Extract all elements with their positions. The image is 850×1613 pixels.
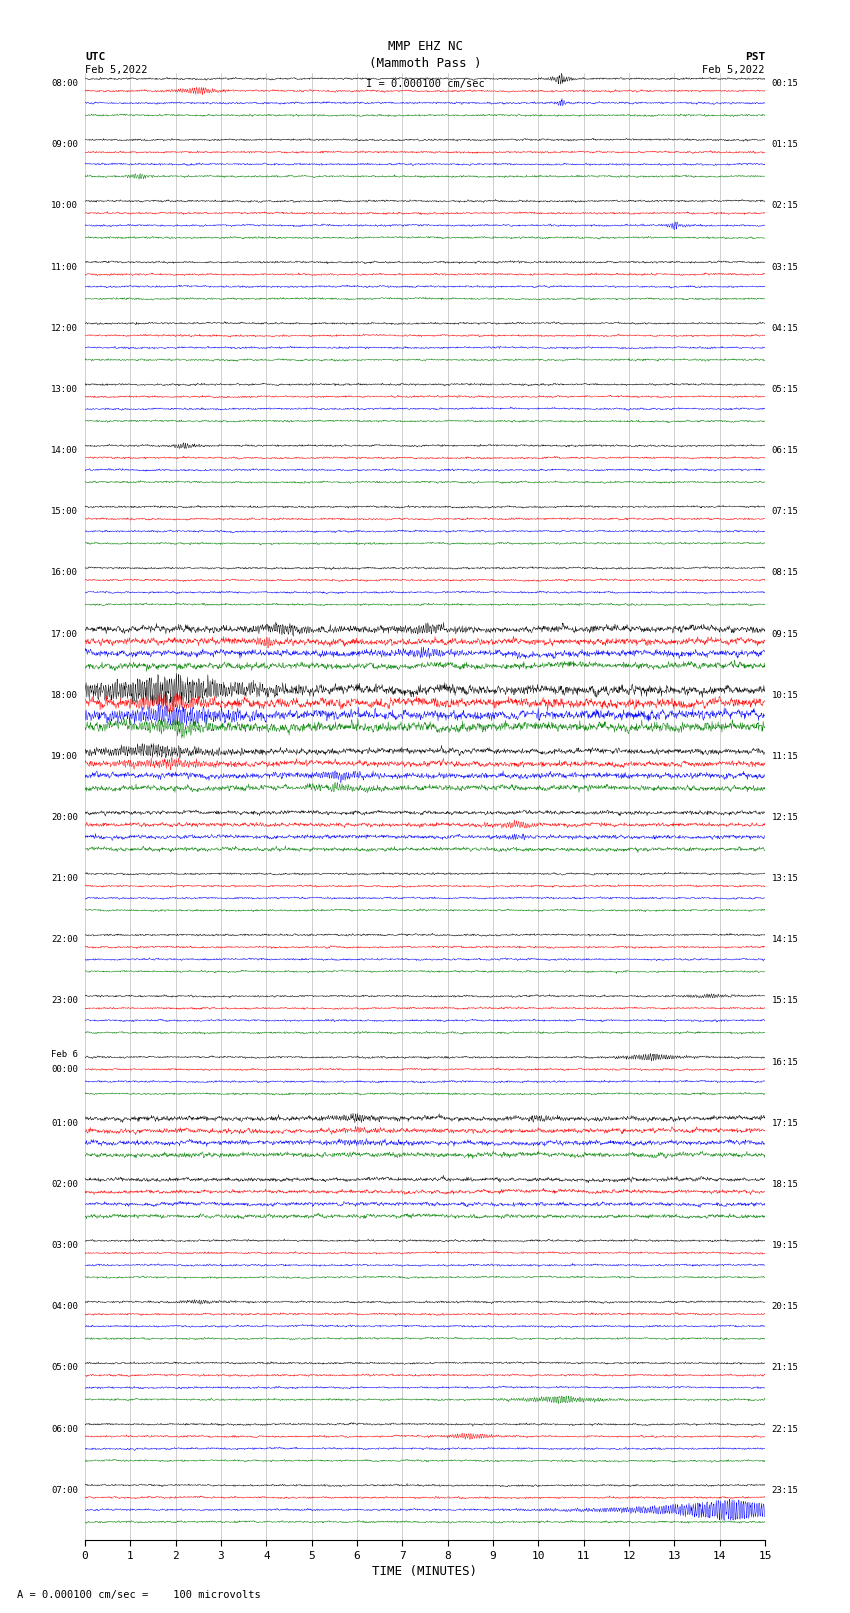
Text: 20:00: 20:00 — [51, 813, 78, 823]
Text: 08:15: 08:15 — [772, 568, 799, 577]
Text: 13:15: 13:15 — [772, 874, 799, 884]
Text: 18:00: 18:00 — [51, 690, 78, 700]
Text: 20:15: 20:15 — [772, 1302, 799, 1311]
Text: 13:00: 13:00 — [51, 386, 78, 394]
Text: 15:00: 15:00 — [51, 506, 78, 516]
Text: 06:15: 06:15 — [772, 447, 799, 455]
Text: 04:15: 04:15 — [772, 324, 799, 332]
Text: Feb 6: Feb 6 — [51, 1050, 78, 1060]
Text: 00:15: 00:15 — [772, 79, 799, 89]
Text: 11:00: 11:00 — [51, 263, 78, 271]
Title: MMP EHZ NC
(Mammoth Pass ): MMP EHZ NC (Mammoth Pass ) — [369, 40, 481, 69]
Text: 09:00: 09:00 — [51, 140, 78, 150]
Text: 16:15: 16:15 — [772, 1058, 799, 1066]
Text: 01:15: 01:15 — [772, 140, 799, 150]
Text: 22:15: 22:15 — [772, 1424, 799, 1434]
Text: 00:00: 00:00 — [51, 1065, 78, 1074]
Text: 19:15: 19:15 — [772, 1240, 799, 1250]
Text: 14:15: 14:15 — [772, 936, 799, 944]
Text: 11:15: 11:15 — [772, 752, 799, 761]
Text: 10:15: 10:15 — [772, 690, 799, 700]
Text: 15:15: 15:15 — [772, 997, 799, 1005]
Text: 07:15: 07:15 — [772, 506, 799, 516]
Text: Feb 5,2022: Feb 5,2022 — [702, 65, 765, 74]
Text: 10:00: 10:00 — [51, 202, 78, 210]
Text: 17:15: 17:15 — [772, 1119, 799, 1127]
Text: 05:15: 05:15 — [772, 386, 799, 394]
Text: 05:00: 05:00 — [51, 1363, 78, 1373]
Text: 18:15: 18:15 — [772, 1181, 799, 1189]
Text: 07:00: 07:00 — [51, 1486, 78, 1495]
Text: 19:00: 19:00 — [51, 752, 78, 761]
Text: 21:15: 21:15 — [772, 1363, 799, 1373]
Text: Feb 5,2022: Feb 5,2022 — [85, 65, 148, 74]
Text: 12:00: 12:00 — [51, 324, 78, 332]
Text: 01:00: 01:00 — [51, 1119, 78, 1127]
Text: 02:00: 02:00 — [51, 1181, 78, 1189]
Text: 14:00: 14:00 — [51, 447, 78, 455]
Text: 23:00: 23:00 — [51, 997, 78, 1005]
X-axis label: TIME (MINUTES): TIME (MINUTES) — [372, 1565, 478, 1578]
Text: UTC: UTC — [85, 52, 105, 61]
Text: PST: PST — [745, 52, 765, 61]
Text: 03:15: 03:15 — [772, 263, 799, 271]
Text: 17:00: 17:00 — [51, 629, 78, 639]
Text: 08:00: 08:00 — [51, 79, 78, 89]
Text: 12:15: 12:15 — [772, 813, 799, 823]
Text: 03:00: 03:00 — [51, 1240, 78, 1250]
Text: 23:15: 23:15 — [772, 1486, 799, 1495]
Text: 04:00: 04:00 — [51, 1302, 78, 1311]
Text: 16:00: 16:00 — [51, 568, 78, 577]
Text: 06:00: 06:00 — [51, 1424, 78, 1434]
Text: 22:00: 22:00 — [51, 936, 78, 944]
Text: 02:15: 02:15 — [772, 202, 799, 210]
Text: I = 0.000100 cm/sec: I = 0.000100 cm/sec — [366, 79, 484, 89]
Text: 21:00: 21:00 — [51, 874, 78, 884]
Text: A = 0.000100 cm/sec =    100 microvolts: A = 0.000100 cm/sec = 100 microvolts — [17, 1590, 261, 1600]
Text: 09:15: 09:15 — [772, 629, 799, 639]
